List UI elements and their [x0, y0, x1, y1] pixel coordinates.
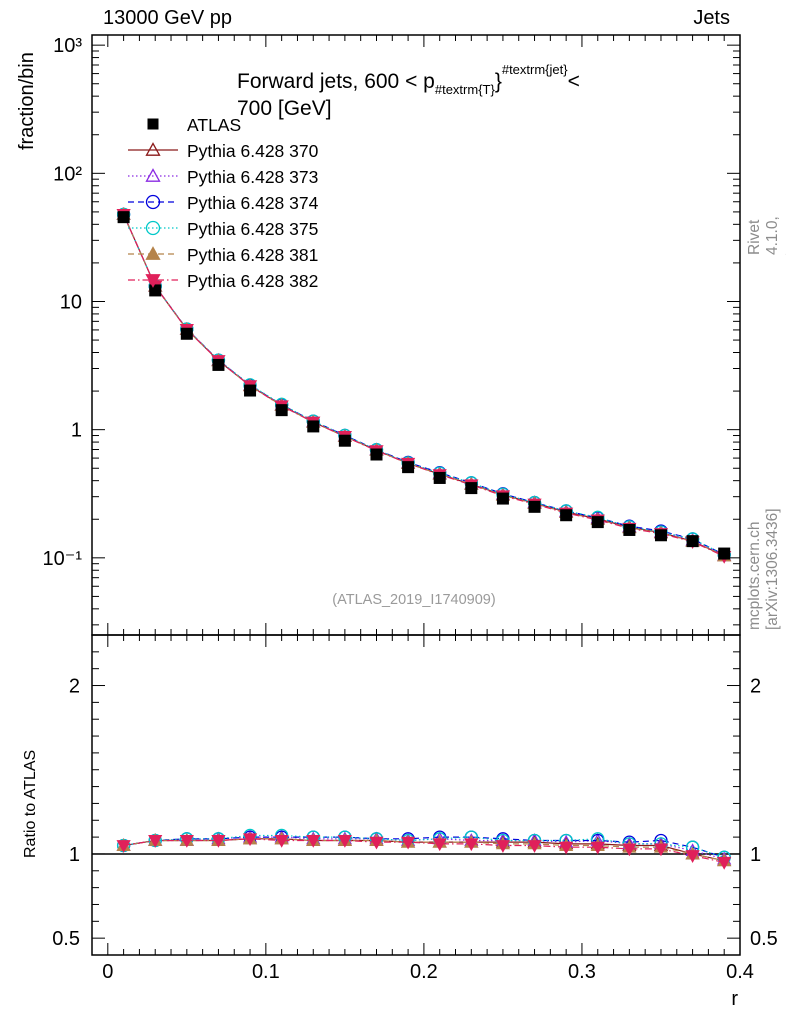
legend-label: ATLAS [187, 115, 241, 135]
x-tick-label: 0.1 [252, 961, 280, 983]
ratio-point [717, 856, 732, 870]
plot-title: Forward jets, 600 < p#textrm{T}}#textrm{… [237, 62, 603, 121]
title-part-a: Forward jets, 600 < p [237, 70, 435, 93]
legend-label: Pythia 6.428 374 [187, 193, 319, 213]
ratio-point [274, 835, 289, 848]
ratio-point [242, 833, 258, 847]
x-axis-label: r [731, 988, 738, 1010]
x-tick-label: 0.4 [726, 961, 754, 983]
atlas-point [370, 448, 383, 461]
y-tick-label: 1 [71, 420, 82, 442]
ratio-line [123, 838, 725, 862]
y-tick-label: 10³ [53, 35, 82, 57]
legend-marker [145, 194, 161, 210]
atlas-point [528, 500, 541, 513]
legend: ATLAS Pythia 6.428 370 Pythia 6.428 373 Pyt… [128, 115, 319, 291]
atlas-point [338, 434, 351, 447]
atlas-point [180, 327, 193, 340]
y-axis-label: fraction/bin [16, 52, 38, 150]
atlas-point [654, 529, 667, 542]
ratio-line [123, 838, 725, 863]
ratio-point [559, 841, 574, 855]
series-line [123, 214, 725, 557]
legend-marker [145, 246, 161, 260]
x-tick-label: 0 [102, 961, 113, 983]
legend-marker [145, 220, 161, 236]
y-tick-label: 10⁻¹ [43, 548, 83, 570]
x-tick-label: 0.2 [410, 961, 438, 983]
series-line [123, 214, 725, 556]
rivet-version-label: Rivet 4.1.0, ≥ 1.6M events [746, 216, 786, 255]
legend-label: Pythia 6.428 381 [187, 245, 318, 265]
series-line [123, 214, 725, 557]
series-line [123, 214, 725, 556]
atlas-point [212, 358, 225, 371]
atlas-point [560, 509, 573, 522]
ratio-point [653, 843, 669, 857]
analysis-id-watermark: (ATLAS_2019_I1740909) [332, 592, 496, 608]
ratio-point [306, 835, 321, 848]
ratio-axis-label: Ratio to ATLAS [22, 749, 39, 858]
ratio-point [432, 838, 447, 852]
ratio-panel-frame [91, 634, 741, 956]
ratio-point [527, 840, 542, 853]
ratio-point [211, 835, 226, 848]
atlas-point [718, 547, 731, 560]
atlas-point [307, 420, 320, 433]
ratio-tick-label-right: 1 [750, 844, 761, 866]
ratio-point [685, 850, 700, 863]
atlas-point [149, 284, 162, 297]
legend-marker [145, 168, 161, 182]
legend-marker [145, 142, 161, 156]
ratio-tick-label-right: 0.5 [750, 928, 778, 950]
ratio-tick-label-right: 2 [750, 676, 761, 698]
title-part-b: } [494, 70, 502, 93]
mcplots-credit: mcplots.cern.ch [arXiv:1306.3436] [746, 508, 781, 630]
x-tick-label: 0.3 [568, 961, 596, 983]
atlas-point [686, 535, 699, 548]
analysis-category: Jets [693, 7, 730, 29]
atlas-point [244, 384, 257, 397]
atlas-point [402, 461, 415, 474]
ratio-point [369, 836, 384, 850]
reference-markers [117, 211, 731, 560]
atlas-point [496, 492, 509, 505]
ratio-point [495, 840, 511, 853]
title-superscript: #textrm{jet} [501, 62, 568, 77]
ratio-point [148, 835, 163, 848]
legend-label: Pythia 6.428 375 [187, 219, 318, 239]
ratio-point [179, 835, 194, 848]
atlas-point [465, 482, 478, 495]
legend-marker [145, 274, 161, 288]
legend-marker [147, 118, 159, 130]
atlas-point [117, 211, 130, 224]
legend-label: Pythia 6.428 370 [187, 141, 319, 161]
y-tick-label: 10 [60, 291, 82, 313]
y-tick-label: 10² [53, 163, 82, 185]
ratio-point [590, 841, 605, 855]
ratio-point [464, 838, 479, 852]
atlas-point [591, 516, 604, 529]
title-subscript: #textrm{T} [434, 82, 495, 97]
ratio-point [116, 840, 131, 853]
ratio-point [337, 835, 352, 848]
atlas-point [433, 471, 446, 484]
ratio-series-layer [116, 828, 732, 870]
ratio-tick-label: 2 [69, 676, 80, 698]
atlas-point [623, 523, 636, 536]
title-part-c: < 700 [GeV] [237, 70, 580, 120]
atlas-point [275, 404, 288, 417]
legend-label: Pythia 6.428 373 [187, 167, 318, 187]
series-line [123, 214, 725, 557]
collision-label: 13000 GeV pp [103, 7, 232, 29]
legend-label: Pythia 6.428 382 [187, 271, 318, 291]
series-line [123, 214, 725, 556]
ratio-tick-label: 1 [69, 844, 80, 866]
axis-ticks [92, 35, 741, 955]
tick-labels: 0 0.1 0.2 0.3 0.4 10⁻¹ 1 10 10² 10³ 0.5 0.5 1 1 2 2 [43, 35, 778, 983]
ratio-point [622, 843, 637, 857]
ratio-tick-label: 0.5 [52, 928, 80, 950]
ratio-point [400, 836, 416, 850]
